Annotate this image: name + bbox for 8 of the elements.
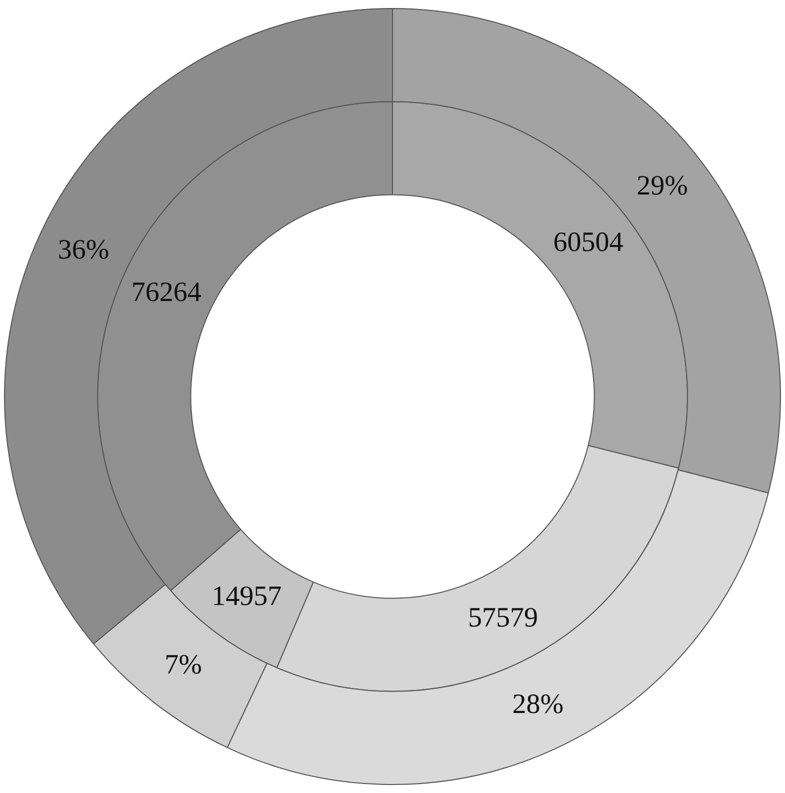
data-label: 60504	[553, 227, 624, 258]
data-label: 7%	[164, 650, 202, 681]
data-label: 28%	[512, 688, 564, 720]
data-label: 76264	[131, 277, 202, 308]
data-label: 29%	[636, 170, 688, 202]
data-label: 57579	[468, 602, 538, 634]
data-label: 14957	[212, 580, 282, 612]
data-label: 36%	[58, 234, 110, 266]
